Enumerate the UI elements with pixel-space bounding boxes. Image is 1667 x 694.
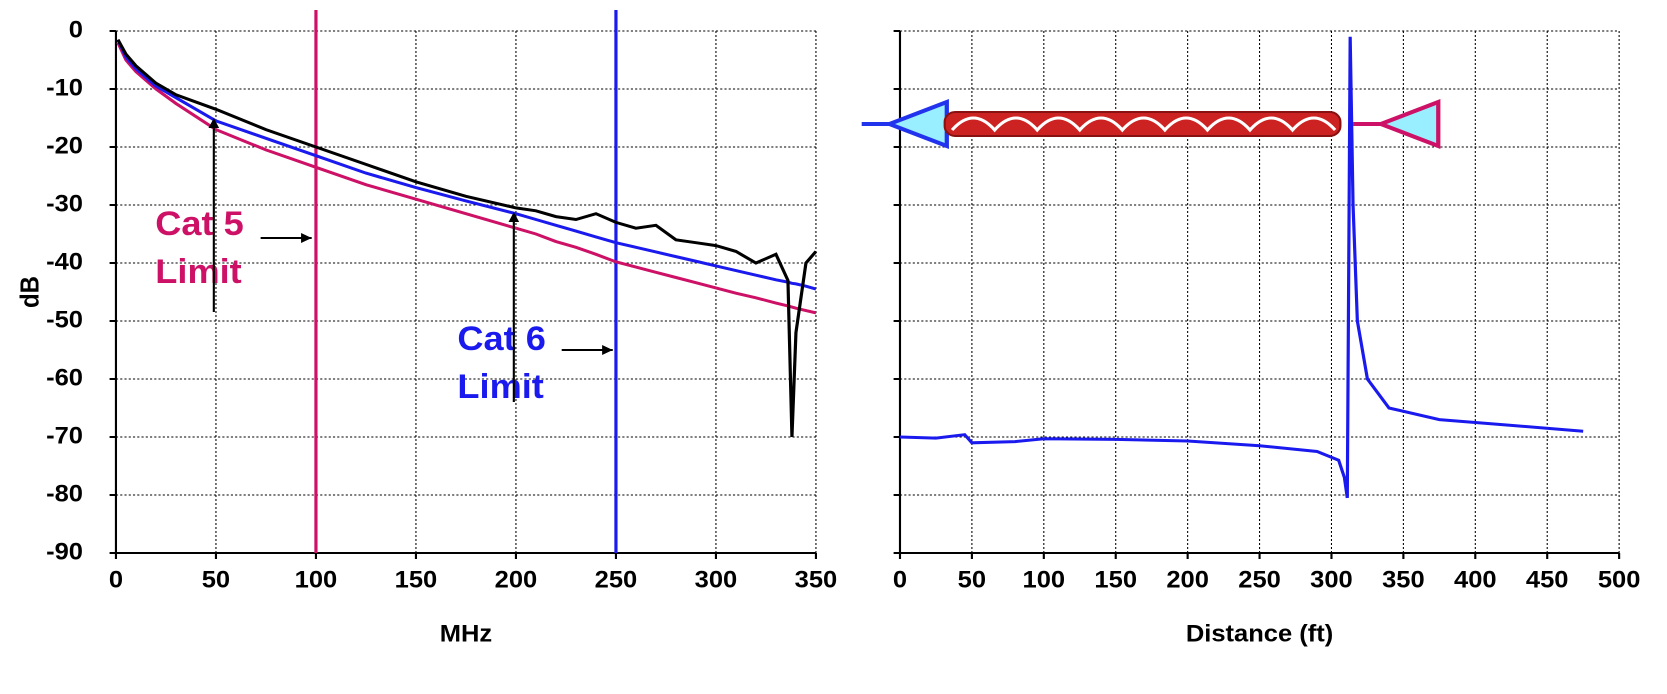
x-tick-label: 400 <box>1454 567 1497 593</box>
twisted-cable <box>943 111 1342 137</box>
series-line <box>116 39 818 438</box>
x-tick-label: 350 <box>1382 567 1425 593</box>
x-tick-label: 450 <box>1526 567 1569 593</box>
x-tick-label: 50 <box>202 567 230 593</box>
x-tick-label: 100 <box>295 567 338 593</box>
y-tick-label: -70 <box>46 423 83 449</box>
y-tick-label: -20 <box>46 133 83 159</box>
x-axis-label: Distance (ft) <box>1186 621 1333 647</box>
x-tick-label: 250 <box>1238 567 1281 593</box>
x-tick-label: 50 <box>958 567 986 593</box>
y-tick-label: -60 <box>46 365 83 391</box>
y-tick-label: -10 <box>46 75 83 101</box>
arrow-right <box>1375 99 1441 149</box>
arrow-head <box>602 345 613 355</box>
x-tick-label: 0 <box>893 567 907 593</box>
annotation: Cat 6 <box>457 320 545 358</box>
x-tick-label: 500 <box>1598 567 1641 593</box>
x-tick-label: 300 <box>695 567 738 593</box>
x-tick-label: 200 <box>495 567 538 593</box>
annotation: Cat 5 <box>155 205 243 243</box>
y-tick-label: 0 <box>69 17 83 43</box>
y-tick-label: -50 <box>46 307 83 333</box>
series-line <box>899 36 1584 499</box>
y-tick-label: -40 <box>46 249 83 275</box>
arrow-head <box>301 233 312 243</box>
arrow-head <box>208 118 220 128</box>
annotation: Limit <box>155 253 242 291</box>
cable-twist <box>950 116 1337 133</box>
axes <box>898 31 1620 554</box>
x-tick-label: 300 <box>1310 567 1353 593</box>
y-tick-label: -80 <box>46 481 83 507</box>
x-tick-label: 100 <box>1023 567 1066 593</box>
series-line <box>116 42 817 315</box>
y-tick-label: -30 <box>46 191 83 217</box>
x-tick-label: 150 <box>1094 567 1137 593</box>
arrow-left <box>883 99 949 149</box>
series-line <box>116 39 817 291</box>
x-axis-label: MHz <box>440 621 492 647</box>
x-tick-label: 150 <box>395 567 438 593</box>
x-tick-label: 200 <box>1166 567 1209 593</box>
axes <box>114 31 816 554</box>
x-tick-label: 350 <box>795 567 838 593</box>
annotation: Limit <box>457 368 544 406</box>
y-axis-label: dB <box>17 276 45 308</box>
y-tick-label: -90 <box>46 539 83 565</box>
arrow-head <box>508 212 520 222</box>
x-tick-label: 250 <box>595 567 638 593</box>
x-tick-label: 0 <box>109 567 123 593</box>
cable-illustration <box>861 99 1441 149</box>
